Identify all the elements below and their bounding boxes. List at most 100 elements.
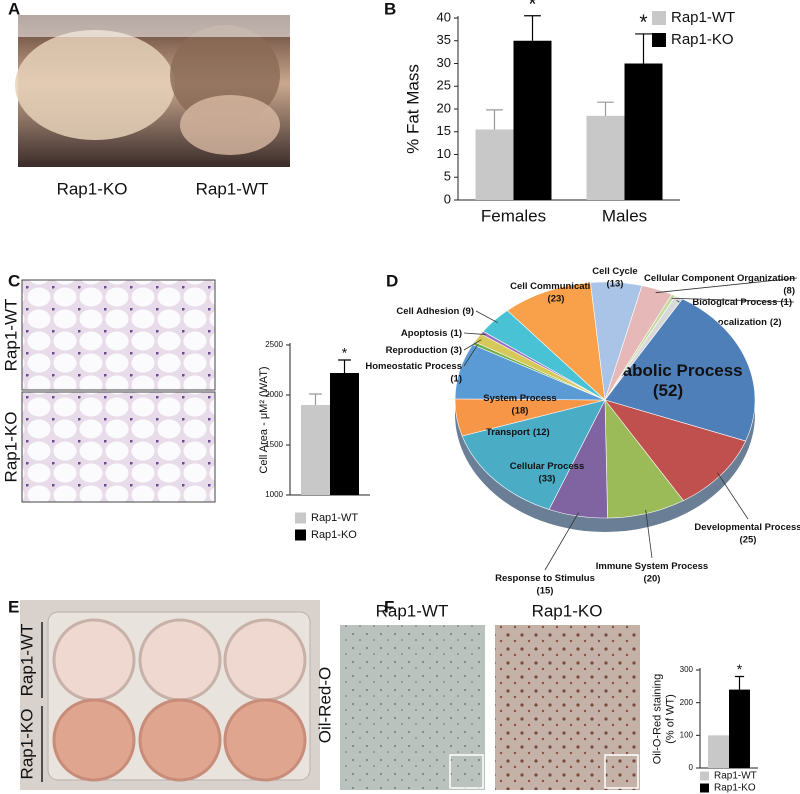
error-bar	[597, 101, 614, 116]
error-bar	[309, 393, 322, 405]
x-tick-label: Males	[602, 206, 647, 225]
legend-swatch	[295, 529, 306, 541]
significance-star: *	[342, 344, 348, 360]
y-tick-label: 1000	[265, 490, 283, 499]
leader-line	[463, 344, 478, 367]
significance-star: *	[528, 0, 536, 16]
slice-value: (13)	[607, 278, 624, 289]
y-tick-label: 20	[437, 100, 451, 115]
leader-line	[655, 277, 798, 294]
panel-label: E	[8, 597, 19, 616]
slice-value: (15)	[537, 585, 554, 596]
slice-value: (52)	[653, 381, 683, 400]
slice-name: Immune System Process	[596, 561, 708, 572]
slice-name: Cellular Component Organization	[644, 273, 795, 284]
pie-slice	[461, 399, 606, 510]
slice-name: Cell Adhesion	[396, 306, 459, 317]
y-tick-label: 10	[437, 146, 451, 161]
photo-a	[15, 15, 290, 167]
slice-value: (25)	[740, 534, 757, 545]
leader-line	[717, 472, 749, 520]
y-tick-label: 300	[680, 665, 694, 674]
inset	[604, 754, 639, 789]
slice-label: System Process (18)	[483, 393, 556, 417]
y-tick-label: 15	[437, 123, 451, 138]
slice-label: Localization (2)	[712, 317, 782, 328]
photo-label: Rap1-KO	[1, 412, 20, 483]
slice-value: (1)	[450, 373, 462, 384]
panel-label: B	[384, 0, 396, 18]
y-tick-label: 0	[444, 191, 451, 206]
photo-label: Oil-Red-O	[315, 667, 334, 744]
slice-name: Response to Stimulus	[495, 573, 595, 584]
legend-label: Rap1-WT	[714, 771, 757, 782]
slice-label: Cellular Process (33)	[510, 461, 584, 485]
pie-slice	[604, 298, 756, 442]
legend-swatch	[652, 33, 666, 47]
legend-swatch	[700, 771, 709, 781]
legend-swatch	[295, 512, 306, 524]
y-axis-label: Oil-O-Red staining	[651, 674, 663, 764]
slice-value: (23)	[548, 293, 565, 304]
error-bar	[734, 675, 745, 690]
significance-star: *	[639, 11, 647, 34]
inset	[449, 754, 484, 789]
slice-name: Metabolic Process	[593, 361, 742, 380]
legend-label: Rap1-WT	[311, 512, 358, 524]
slice-label: Cell Communication (23)	[510, 281, 602, 305]
photo-label: Rap1-WT	[1, 299, 20, 372]
photo-label: Rap1-WT	[17, 624, 36, 697]
leader-line	[645, 509, 653, 559]
slice-name: Transport	[486, 427, 531, 438]
slice-value: (18)	[512, 405, 529, 416]
y-tick-label: 35	[437, 32, 451, 47]
slice-name: System Process	[483, 393, 556, 404]
legend-label: Rap1-WT	[671, 9, 735, 26]
y-axis-label: Cell Area - μM² (WAT)	[258, 366, 270, 473]
slice-value: (2)	[770, 317, 782, 328]
pie-slice	[604, 294, 676, 401]
slice-value: (1)	[450, 328, 462, 339]
legend-label: Rap1-KO	[671, 31, 734, 48]
leader-line	[475, 310, 498, 324]
legend-swatch	[652, 11, 666, 25]
error-bar	[338, 359, 351, 373]
y-axis-label: % Fat Mass	[403, 64, 422, 154]
slice-name: Biological Process	[692, 297, 777, 308]
y-tick-label: 2000	[265, 390, 283, 399]
leader-line	[544, 512, 579, 571]
pie-slice	[604, 399, 747, 501]
slice-label: Metabolic Process (52)	[593, 361, 742, 400]
leader-line	[463, 339, 482, 351]
error-bar	[635, 33, 652, 64]
y-tick-label: 1500	[265, 440, 283, 449]
slice-label: Homeostatic Process (1)	[365, 361, 462, 385]
y-axis-label: (% of WT)	[664, 694, 676, 744]
slice-label: Cell Cycle (13)	[592, 266, 637, 290]
y-tick-label: 25	[437, 78, 451, 93]
slice-value: (1)	[780, 297, 792, 308]
plate-photo	[20, 600, 320, 790]
significance-star: *	[737, 661, 743, 677]
photo-label: Rap1-KO	[17, 709, 36, 780]
legend-label: Rap1-KO	[311, 529, 357, 541]
slice-value: (3)	[450, 345, 462, 356]
y-tick-label: 40	[437, 9, 451, 24]
y-tick-label: 30	[437, 55, 451, 70]
slice-label: Cell Adhesion (9)	[396, 306, 474, 317]
photo-label: Rap1-WT	[376, 601, 449, 620]
leader-line	[671, 297, 795, 303]
panel-label: C	[8, 271, 20, 290]
bar	[301, 405, 330, 495]
slice-name: Localization	[712, 317, 767, 328]
panel-label: A	[8, 0, 20, 18]
slice-name: Cell Communication	[510, 281, 602, 292]
photo-label: Rap1-KO	[532, 601, 603, 620]
error-bar	[524, 15, 541, 41]
panel-label: D	[386, 271, 398, 290]
error-bar	[486, 109, 503, 130]
slice-value: (33)	[539, 473, 556, 484]
y-tick-label: 5	[444, 169, 451, 184]
legend-swatch	[700, 783, 709, 793]
stain-image	[495, 625, 640, 790]
